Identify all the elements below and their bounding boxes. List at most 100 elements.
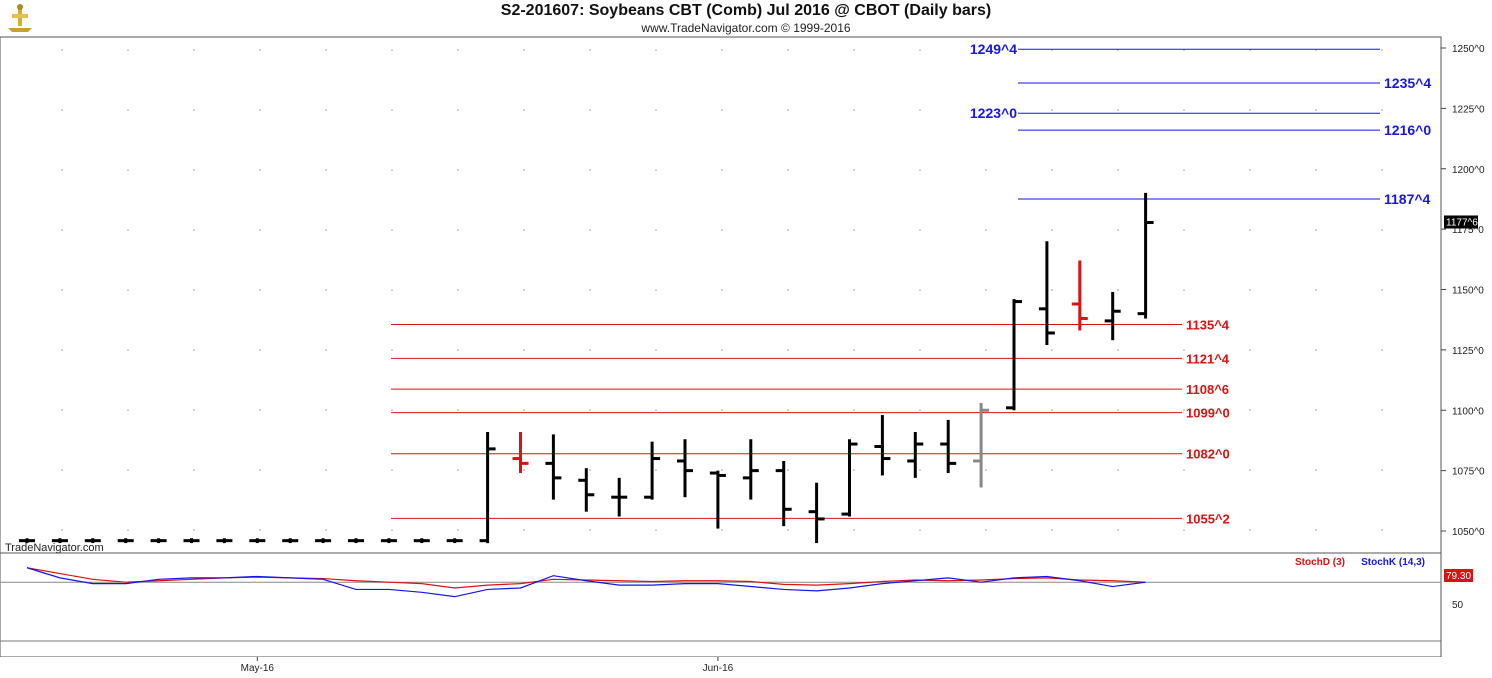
- grid-dot: [325, 289, 327, 291]
- grid-dot: [853, 469, 855, 471]
- grid-dot: [1315, 169, 1317, 171]
- y-tick-label: 1175^0: [1452, 225, 1484, 236]
- grid-dot: [1117, 409, 1119, 411]
- grid-dot: [985, 109, 987, 111]
- grid-dot: [1183, 409, 1185, 411]
- grid-dot: [589, 409, 591, 411]
- grid-dot: [655, 529, 657, 531]
- stochk-line: [26, 567, 1146, 598]
- y-tick-label: 1075^0: [1452, 467, 1485, 478]
- grid-dot: [985, 529, 987, 531]
- grid-dot: [655, 349, 657, 351]
- legend-stochd: StochD (3): [1295, 557, 1345, 568]
- grid-dot: [853, 49, 855, 51]
- grid-dot: [457, 529, 459, 531]
- legend-stochk: StochK (14,3): [1361, 557, 1425, 568]
- grid-dot: [523, 109, 525, 111]
- grid-dot: [1315, 529, 1317, 531]
- grid-dot: [853, 529, 855, 531]
- grid-dot: [127, 289, 129, 291]
- grid-dot: [721, 349, 723, 351]
- grid-dot: [61, 469, 63, 471]
- grid-dot: [1315, 109, 1317, 111]
- grid-dot: [457, 409, 459, 411]
- grid-dot: [655, 169, 657, 171]
- grid-dot: [193, 109, 195, 111]
- level-label-red: 1135^4: [1186, 318, 1230, 333]
- grid-dot: [1117, 469, 1119, 471]
- grid-dot: [589, 49, 591, 51]
- grid-dot: [325, 349, 327, 351]
- level-label-red: 1099^0: [1186, 406, 1230, 421]
- grid-dot: [1183, 289, 1185, 291]
- grid-dot: [853, 109, 855, 111]
- grid-dot: [721, 49, 723, 51]
- grid-dot: [1249, 469, 1251, 471]
- level-label-blue: 1249^4: [970, 41, 1017, 57]
- grid-dot: [259, 409, 261, 411]
- chart-header: S2-201607: Soybeans CBT (Comb) Jul 2016 …: [0, 0, 1492, 37]
- grid-dot: [61, 229, 63, 231]
- grid-dot: [985, 469, 987, 471]
- price-panel: [0, 36, 1442, 554]
- grid-dot: [655, 109, 657, 111]
- grid-dot: [193, 349, 195, 351]
- level-label-red: 1055^2: [1186, 511, 1230, 526]
- grid-dot: [1249, 349, 1251, 351]
- grid-dot: [1249, 529, 1251, 531]
- grid-dot: [1315, 349, 1317, 351]
- y-tick-label: 1200^0: [1452, 165, 1485, 176]
- grid-dot: [523, 169, 525, 171]
- grid-dot: [259, 289, 261, 291]
- grid-dot: [589, 229, 591, 231]
- grid-dot: [523, 349, 525, 351]
- grid-dot: [325, 49, 327, 51]
- grid-dot: [127, 409, 129, 411]
- grid-dot: [1249, 169, 1251, 171]
- grid-dot: [259, 49, 261, 51]
- level-label-red: 1082^0: [1186, 447, 1230, 462]
- grid-dot: [1117, 169, 1119, 171]
- stoch-axis: 50 79.30: [1444, 569, 1473, 611]
- grid-dot: [391, 109, 393, 111]
- grid-dot: [919, 289, 921, 291]
- y-tick-label: 1150^0: [1452, 286, 1484, 297]
- grid-dot: [61, 49, 63, 51]
- grid-dot: [523, 229, 525, 231]
- grid-dot: [589, 109, 591, 111]
- x-tick-label: Jun-16: [703, 663, 734, 674]
- grid-dot: [919, 469, 921, 471]
- grid-dot: [853, 349, 855, 351]
- grid-dot: [391, 229, 393, 231]
- grid-dot: [259, 109, 261, 111]
- grid-dot: [1381, 469, 1383, 471]
- price-axis: 1050^0 1075^0 1100^0 1125^0 1150^0 1175^0 1200…: [1441, 44, 1485, 538]
- grid-dot: [655, 229, 657, 231]
- grid-dot: [1051, 349, 1053, 351]
- grid-dot: [127, 169, 129, 171]
- grid-dot: [919, 109, 921, 111]
- grid-dot: [1381, 109, 1383, 111]
- grid-dot: [1051, 289, 1053, 291]
- y-tick-label: 1050^0: [1452, 527, 1485, 538]
- level-label-red: 1108^6: [1186, 382, 1229, 397]
- grid-dot: [1051, 409, 1053, 411]
- last-price-box: [1444, 215, 1478, 229]
- grid-dot: [391, 169, 393, 171]
- grid-dot: [457, 169, 459, 171]
- grid-dot: [391, 49, 393, 51]
- grid-dot: [589, 349, 591, 351]
- grid-dot: [985, 49, 987, 51]
- date-axis: [0, 657, 1492, 678]
- grid-dot: [1117, 109, 1119, 111]
- grid-dot: [127, 109, 129, 111]
- grid-dot: [853, 289, 855, 291]
- grid-dot: [1249, 289, 1251, 291]
- grid-dot: [787, 469, 789, 471]
- grid-dot: [787, 529, 789, 531]
- grid-dot: [325, 109, 327, 111]
- date-axis-labels: May-16 Jun-16: [241, 657, 734, 674]
- grid-dot: [325, 469, 327, 471]
- grid-dot: [193, 229, 195, 231]
